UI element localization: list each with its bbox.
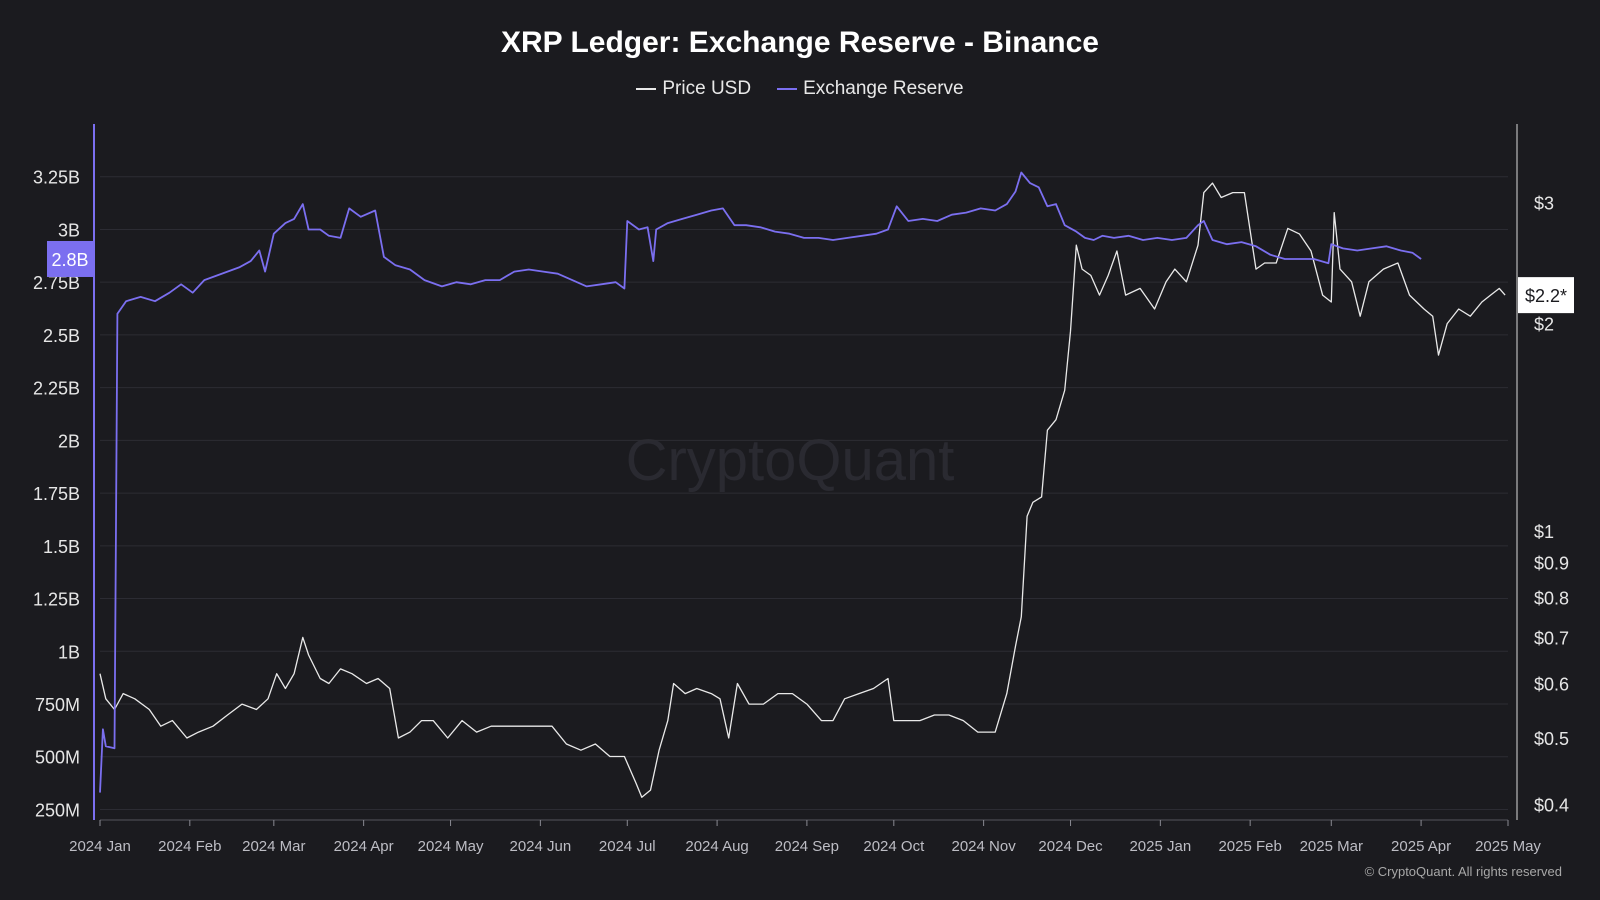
x-tick-label: 2024 Aug bbox=[685, 838, 748, 855]
y-right-tick-label: $2 bbox=[1534, 315, 1554, 335]
y-right-tick-label: $0.5 bbox=[1534, 729, 1569, 749]
y-left-tick-label: 500M bbox=[35, 748, 80, 768]
legend-swatch-price bbox=[636, 88, 657, 90]
x-tick-label: 2024 May bbox=[418, 838, 484, 855]
x-tick-label: 2024 Feb bbox=[158, 838, 221, 855]
y-right-tick-label: $0.8 bbox=[1534, 588, 1569, 608]
y-left-tick-label: 1.5B bbox=[43, 537, 80, 557]
series-lines bbox=[99, 171, 1506, 798]
x-tick-label: 2025 Feb bbox=[1218, 838, 1281, 855]
y-left-tick-label: 1.75B bbox=[33, 484, 80, 504]
x-tick-label: 2024 Sep bbox=[775, 838, 839, 855]
series-line-price-usd bbox=[99, 182, 1506, 798]
y-left-tick-label: 2.5B bbox=[43, 326, 80, 346]
x-tick-label: 2024 Oct bbox=[863, 838, 925, 855]
x-tick-label: 2024 Dec bbox=[1038, 838, 1103, 855]
x-tick-label: 2024 Jul bbox=[599, 838, 656, 855]
reserve-value-badge bbox=[47, 240, 93, 277]
y-right-tick-label: $1 bbox=[1534, 522, 1554, 542]
y-right-tick-label: $3 bbox=[1534, 193, 1554, 213]
x-tick-label: 2025 May bbox=[1475, 838, 1541, 855]
x-tick-label: 2024 Jun bbox=[509, 838, 571, 855]
reserve-value-badge-label: 2.8B bbox=[51, 250, 88, 270]
y-left-tick-label: 1B bbox=[58, 642, 80, 662]
y-left-tick-label: 3.25B bbox=[33, 168, 80, 188]
x-tick-label: 2024 Jan bbox=[69, 838, 131, 855]
legend-item-price[interactable]: Price USD bbox=[636, 78, 751, 100]
y-left-tick-label: 1.25B bbox=[33, 590, 80, 610]
y-right-tick-label: $0.4 bbox=[1534, 796, 1569, 816]
y-right-tick-label: $0.7 bbox=[1534, 628, 1569, 648]
y-left-tick-label: 2B bbox=[58, 431, 80, 451]
y-right-tick-label: $0.6 bbox=[1534, 674, 1569, 694]
x-tick-label: 2025 Jan bbox=[1129, 838, 1191, 855]
price-value-badge bbox=[1518, 277, 1574, 314]
copyright-footer: © CryptoQuant. All rights reserved bbox=[1364, 864, 1562, 879]
x-tick-label: 2024 Mar bbox=[242, 838, 305, 855]
y-left-tick-label: 2.25B bbox=[33, 379, 80, 399]
y-right-tick-label: $0.9 bbox=[1534, 553, 1569, 573]
x-tick-label: 2025 Mar bbox=[1300, 838, 1363, 855]
grid bbox=[100, 176, 1508, 810]
x-tick-label: 2024 Apr bbox=[334, 838, 394, 855]
legend-label-price: Price USD bbox=[662, 78, 752, 99]
y-left-tick-label: 2.75B bbox=[33, 273, 80, 293]
y-left-tick-label: 250M bbox=[35, 800, 80, 820]
x-tick-label: 2024 Nov bbox=[952, 838, 1017, 855]
x-tick-label: 2025 Apr bbox=[1391, 838, 1451, 855]
axes: 250M 500M 750M 1B 1.25B 1.5B 1.75B 2B 2.25B 2.5B 2… bbox=[33, 124, 1569, 855]
value-badges: 2.8B $2.2* bbox=[47, 240, 1574, 314]
price-value-badge-label: $2.2* bbox=[1525, 286, 1567, 306]
chart-title: XRP Ledger: Exchange Reserve - Binance bbox=[500, 26, 1099, 59]
y-left-tick-label: 3B bbox=[58, 220, 80, 240]
watermark-text: CryptoQuant bbox=[626, 428, 955, 493]
series-line-exchange-reserve bbox=[99, 171, 1422, 793]
legend-item-reserve[interactable]: Exchange Reserve bbox=[777, 78, 964, 100]
legend-swatch-reserve bbox=[777, 88, 798, 90]
chart-legend: Price USD Exchange Reserve bbox=[0, 78, 1600, 100]
y-left-tick-label: 750M bbox=[35, 695, 80, 715]
legend-label-reserve: Exchange Reserve bbox=[803, 78, 964, 99]
